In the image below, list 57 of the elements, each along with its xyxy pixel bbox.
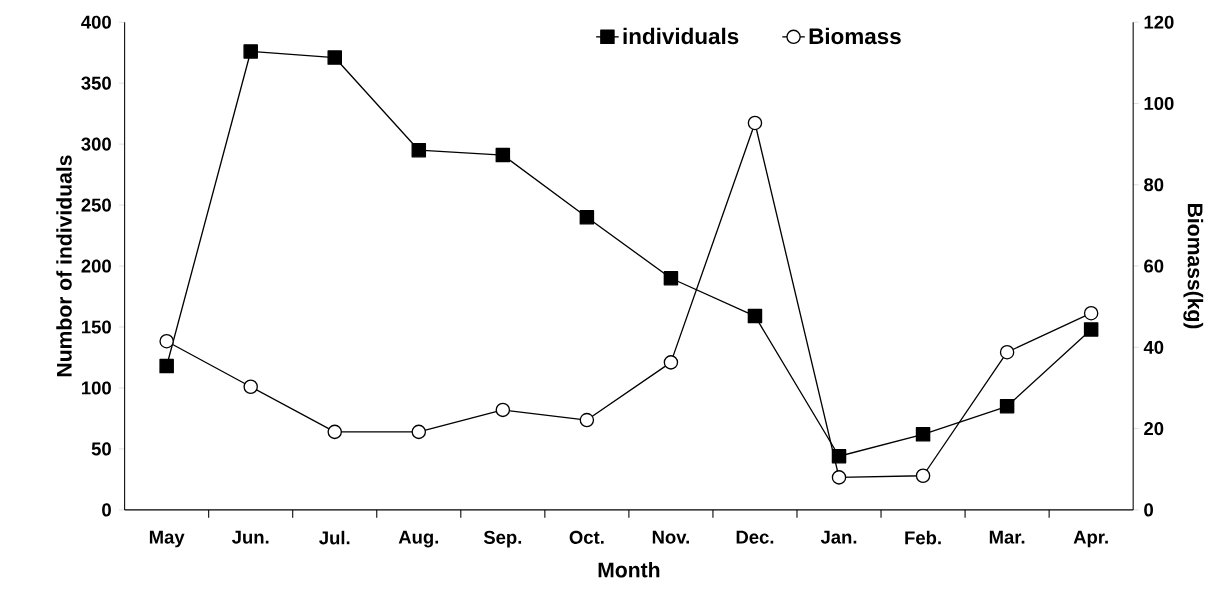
point: [747, 308, 763, 324]
point: [327, 424, 342, 439]
point: [1083, 322, 1099, 337]
y-tick-label: 200: [81, 259, 111, 273]
point: [831, 469, 847, 485]
x-tick-label: Nov.: [652, 530, 689, 544]
point: [663, 270, 679, 286]
point: [159, 358, 174, 374]
y2-tick-label: 100: [1144, 96, 1174, 110]
x-tick-label: Aug.: [398, 530, 439, 548]
point: [831, 448, 847, 464]
x-tick-label: Feb.: [905, 530, 941, 545]
y-tick-label: 300: [81, 137, 111, 151]
y-tick-label: 400: [81, 15, 111, 29]
y2-axis-title: Biomass(kg): [1183, 203, 1204, 329]
x-tick-label: Oct.: [569, 530, 604, 544]
y-tick-label: 350: [81, 76, 111, 90]
legend-label: Biomass: [809, 27, 901, 45]
point: [327, 50, 342, 65]
point: [411, 142, 427, 158]
point: [495, 147, 511, 163]
y-tick-label: 250: [81, 198, 111, 212]
point: [243, 379, 258, 394]
legend-label: individuals: [623, 27, 739, 45]
x-tick-label: Mar.: [989, 530, 1025, 544]
y-tick-label: 50: [91, 442, 111, 456]
point: [999, 344, 1015, 360]
x-tick-label: Dec.: [736, 530, 774, 544]
point: [579, 209, 595, 225]
point: [411, 424, 427, 439]
point: [915, 468, 931, 483]
y2-tick-label: 20: [1144, 421, 1164, 435]
x-axis-title: Month: [598, 561, 660, 578]
y2-tick-label: 40: [1143, 340, 1164, 354]
point: [663, 354, 679, 370]
y2-tick-label: 60: [1144, 259, 1164, 273]
point: [747, 115, 763, 131]
y2-tick-label: 120: [1144, 15, 1174, 29]
y-tick-label: 150: [82, 320, 111, 334]
point: [1083, 305, 1099, 321]
y2-tick-label: 80: [1144, 178, 1164, 192]
y-axis-title: Numbor of individuals: [56, 155, 72, 376]
point: [243, 44, 258, 59]
x-tick-label: Sep.: [483, 530, 522, 548]
x-tick-label: Jan.: [820, 530, 857, 544]
x-tick-label: May: [149, 530, 185, 548]
point: [579, 412, 595, 428]
x-tick-label: Jun.: [231, 530, 269, 544]
point: [999, 398, 1015, 414]
y-tick-label: 100: [82, 381, 111, 395]
point: [159, 333, 174, 349]
y-tick-label: 0: [102, 503, 111, 517]
point: [495, 402, 511, 417]
point: [915, 426, 931, 442]
x-tick-label: Jul.: [319, 530, 350, 545]
y2-tick-label: 0: [1144, 503, 1153, 517]
x-tick-label: Apr.: [1073, 530, 1108, 548]
